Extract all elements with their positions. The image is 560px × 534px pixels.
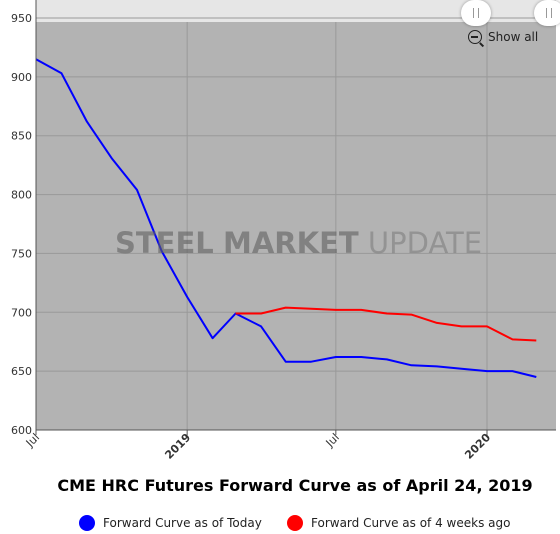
y-tick-label: 950 (11, 12, 32, 25)
watermark-logo: STEEL MARKET UPDATE (115, 226, 482, 260)
y-tick-label: 700 (11, 306, 32, 319)
navigator-handle-right[interactable] (534, 0, 560, 26)
x-tick-label: 2020 (462, 431, 493, 462)
legend-label-today: Forward Curve as of Today (103, 516, 262, 530)
legend-item-today[interactable]: Forward Curve as of Today (79, 514, 262, 532)
chart-title: CME HRC Futures Forward Curve as of Apri… (57, 476, 533, 495)
legend-item-4-weeks-ago[interactable]: Forward Curve as of 4 weeks ago (287, 514, 510, 532)
x-axis-ticks: Jul 2019 Jul 2020 (23, 430, 493, 462)
y-tick-label: 650 (11, 365, 32, 378)
legend: Forward Curve as of Today Forward Curve … (0, 514, 560, 534)
legend-label-4-weeks-ago: Forward Curve as of 4 weeks ago (311, 516, 511, 530)
y-tick-label: 750 (11, 247, 32, 260)
legend-dot-icon (287, 515, 303, 531)
watermark-word-steel: STEEL (115, 226, 214, 260)
series-line-4-weeks-ago[interactable] (235, 306, 537, 342)
series-layer (35, 58, 537, 378)
handle-grip-icon (546, 8, 552, 18)
x-tick-label: Jul (323, 431, 342, 450)
y-tick-label: 850 (11, 130, 32, 143)
show-all-label: Show all (488, 30, 539, 44)
legend-dot-icon (79, 515, 95, 531)
show-all-button[interactable]: Show all (468, 30, 538, 44)
watermark-word-update: UPDATE (367, 226, 483, 260)
series-line-today[interactable] (35, 58, 537, 378)
navigator-band[interactable] (36, 0, 556, 22)
handle-grip-icon (473, 8, 479, 18)
y-tick-label: 900 (11, 71, 32, 84)
y-axis-ticks: 600 650 700 750 800 850 900 950 (11, 12, 32, 437)
y-tick-label: 800 (11, 189, 32, 202)
x-tick-label: 2019 (162, 431, 193, 462)
navigator-handle-left[interactable] (461, 0, 491, 26)
watermark-word-market: MARKET (223, 226, 359, 260)
zoom-out-icon (468, 30, 482, 44)
y-tick-label: 600 (11, 424, 32, 437)
